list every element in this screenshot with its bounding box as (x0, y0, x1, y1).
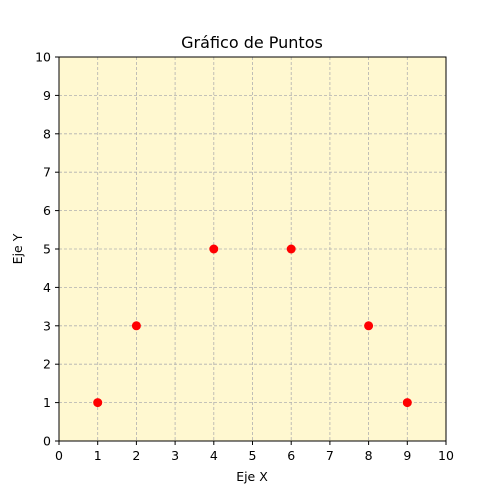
x-tick-label: 5 (249, 448, 257, 463)
y-tick-label: 5 (43, 242, 51, 257)
y-tick-label: 10 (35, 50, 51, 65)
y-tick-label: 0 (43, 434, 51, 449)
x-tick-label: 0 (55, 448, 63, 463)
y-tick-label: 7 (43, 165, 51, 180)
x-tick-label: 2 (132, 448, 140, 463)
chart-title: Gráfico de Puntos (181, 33, 323, 52)
x-tick-label: 6 (287, 448, 295, 463)
y-tick-label: 1 (43, 395, 51, 410)
data-point (93, 398, 103, 408)
data-point (364, 321, 374, 331)
y-tick-label: 9 (43, 88, 51, 103)
data-point (286, 244, 296, 254)
y-axis-ticks: 0 1 2 3 4 5 6 7 8 9 10 (35, 50, 59, 449)
x-tick-label: 10 (438, 448, 454, 463)
data-point (402, 398, 412, 408)
data-point (131, 321, 141, 331)
x-tick-label: 1 (94, 448, 102, 463)
x-axis-label: Eje X (236, 469, 268, 484)
y-axis-label: Eje Y (10, 233, 25, 264)
x-tick-label: 9 (403, 448, 411, 463)
y-tick-label: 2 (43, 357, 51, 372)
x-axis-ticks: 0 1 2 3 4 5 6 7 8 9 10 (55, 441, 454, 463)
y-tick-label: 4 (43, 280, 51, 295)
x-tick-label: 3 (171, 448, 179, 463)
x-tick-label: 7 (326, 448, 334, 463)
y-tick-label: 3 (43, 318, 51, 333)
data-points (93, 244, 412, 408)
data-point (209, 244, 219, 254)
x-tick-label: 8 (365, 448, 373, 463)
y-tick-label: 6 (43, 203, 51, 218)
y-tick-label: 8 (43, 126, 51, 141)
x-tick-label: 4 (210, 448, 218, 463)
